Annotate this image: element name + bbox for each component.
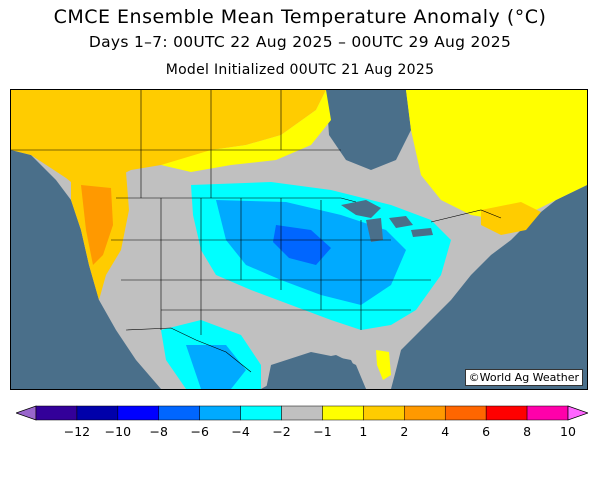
colorbar-tick-label: 2: [400, 424, 409, 439]
colorbar-tick-label: 6: [482, 424, 491, 439]
colorbar-bin: [281, 405, 323, 421]
colorbar-tick-label: −2: [272, 424, 291, 439]
colorbar-bin: [240, 405, 282, 421]
colorbar-bin: [158, 405, 200, 421]
colorbar-tick-label: 1: [359, 424, 368, 439]
colorbar-tick-label: 10: [560, 424, 576, 439]
colorbar-bin: [404, 405, 446, 421]
date-range-subtitle: Days 1–7: 00UTC 22 Aug 2025 – 00UTC 29 A…: [88, 33, 512, 51]
warm-yellow-fringe: [161, 90, 331, 172]
colorbar-bin: [199, 405, 241, 421]
colorbar-tick-label: −8: [149, 424, 168, 439]
great-lakes: [341, 200, 433, 242]
warm-north-region: [11, 90, 326, 190]
colorbar-bin: [444, 405, 487, 421]
warm-florida: [376, 350, 391, 380]
credit-label: ©World Ag Weather: [464, 369, 583, 386]
colorbar-tick-label: −1: [313, 424, 332, 439]
colorbar-bin: [363, 405, 405, 421]
map-title: CMCE Ensemble Mean Temperature Anomaly (…: [53, 6, 547, 28]
colorbar-tick-label: −4: [231, 424, 250, 439]
colorbar-bin: [76, 405, 119, 421]
political-borders: [11, 90, 502, 373]
hot-pacific-nw: [81, 185, 113, 265]
colorbar-bin: [526, 405, 569, 421]
model-init-line: Model Initialized 00UTC 21 Aug 2025: [165, 62, 435, 78]
colorbar-tick-label: 8: [523, 424, 532, 439]
colorbar-tick-label: 4: [441, 424, 450, 439]
colorbar-bin: [35, 405, 78, 421]
colorbar-arrow-low: [16, 405, 37, 421]
colorbar-tick-label: −12: [63, 424, 91, 439]
colorbar-tick-label: −10: [104, 424, 132, 439]
anomaly-map: ©World Ag Weather: [10, 89, 588, 390]
warm-east-canada: [406, 90, 587, 220]
colorbar-bin: [117, 405, 160, 421]
colorbar-bin: [485, 405, 528, 421]
colorbar-bin: [322, 405, 364, 421]
colorbar-tick-label: −6: [190, 424, 209, 439]
colorbar-arrow-high: [567, 405, 588, 421]
colorbar-tick-label: 12: [594, 424, 600, 439]
warm-maritimes: [481, 202, 541, 235]
colorbar: [16, 405, 588, 421]
coldest-midwest: [273, 225, 331, 265]
gulf-of-mexico: [266, 352, 366, 389]
hudson-bay: [326, 90, 411, 170]
map-canvas: [11, 90, 587, 389]
